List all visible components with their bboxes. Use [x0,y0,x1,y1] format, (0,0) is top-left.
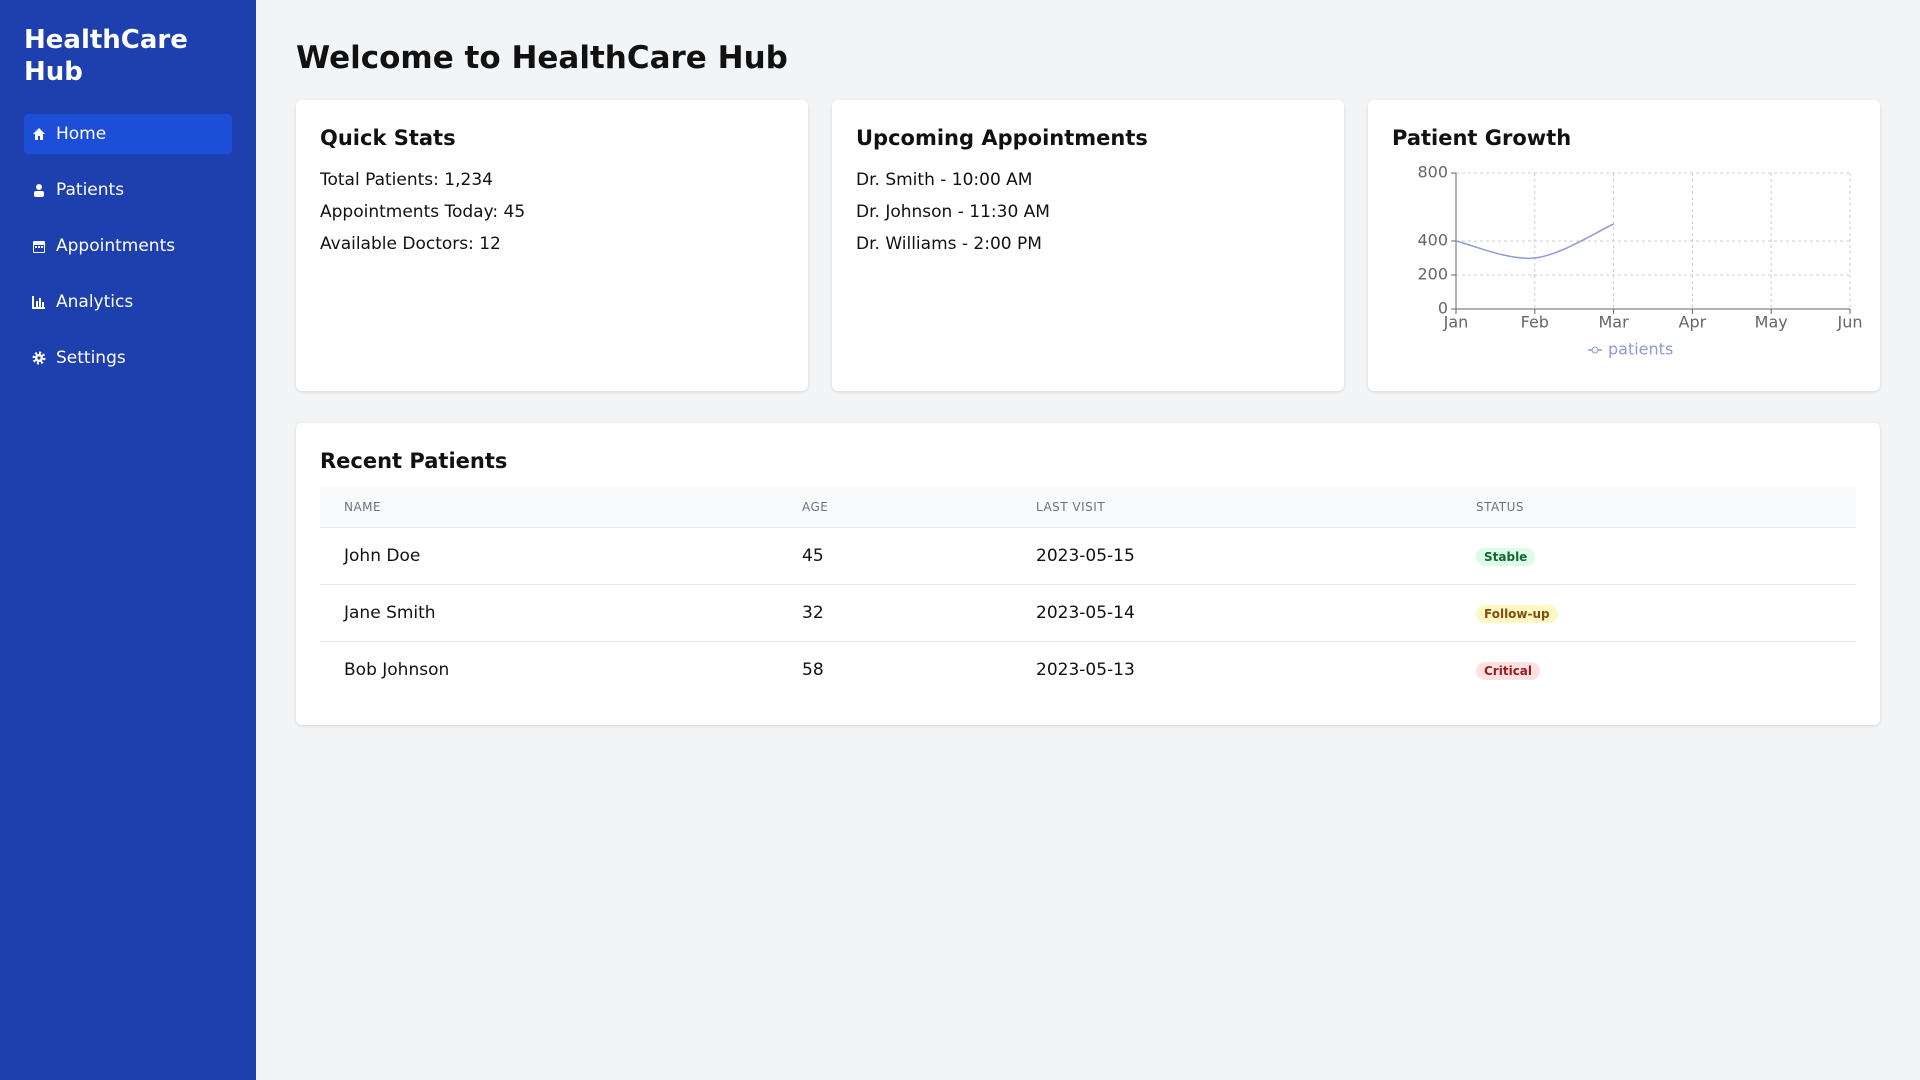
cell: Follow-up [1452,584,1856,642]
x-tick-label: Mar [1599,313,1630,332]
nav-label: Appointments [56,236,176,256]
cell: 2023-05-13 [1036,659,1135,680]
nav-item[interactable]: Patients [24,170,232,210]
main: Welcome to HealthCare Hub Quick Stats To… [296,0,1880,725]
page-title: Welcome to HealthCare Hub [296,40,788,76]
column-header: STATUS [1452,487,1856,528]
cell: 45 [778,527,1012,585]
x-tick-label: May [1755,313,1788,332]
stat: Appointments Today: 45 [320,202,526,222]
nav-label: Analytics [56,292,134,312]
appointment: Dr. Williams - 2:00 PM [856,234,1042,254]
header-row: NAME AGE LAST VISIT STATUS [320,487,1856,528]
status-badge: Stable [1476,547,1536,566]
appointment: Dr. Johnson - 11:30 AM [856,202,1050,222]
nav-item[interactable]: Settings [24,338,232,378]
stat: Available Doctors: 12 [320,234,501,254]
cell: Critical [1452,641,1856,698]
legend-marker [1591,346,1599,354]
chart-title: Patient Growth [1392,126,1572,150]
stats-card: Quick Stats Total Patients: 1,234 Appoin… [296,100,808,391]
cell: Jane Smith [320,584,778,642]
cell: Bob Johnson [344,659,450,680]
chart: 0 200 400 800 Jan Feb Mar Apr May Jun patients [1417,163,1863,359]
row: Bob Johnson 58 2023-05-13 Critical [320,641,1856,698]
appointment: Dr. Smith - 10:00 AM [856,170,1033,190]
nav-label: Patients [56,180,125,200]
y-tick-label: 800 [1417,163,1448,182]
y-tick-label: 400 [1417,231,1448,250]
row: John Doe 45 2023-05-15 Stable [320,527,1856,585]
stat: Total Patients: 1,234 [320,170,493,190]
legend-label: patients [1608,340,1673,359]
x-tick-label: Feb [1521,313,1549,332]
nav-item[interactable]: Home [24,114,232,154]
status-badge: Follow-up [1476,604,1558,623]
appointments-card: Upcoming Appointments Dr. Smith - 10:00 … [832,100,1344,391]
nav-label: Settings [56,348,126,368]
y-tick-label: 0 [1438,299,1448,318]
series-line [1455,223,1614,260]
x-tick-label: Jun [1837,313,1863,332]
x-tick-label: Apr [1679,313,1707,332]
column-header: NAME [320,487,778,528]
cell: 58 [802,659,824,680]
card-title: Recent Patients [320,449,508,473]
nav-item[interactable]: Appointments [24,226,232,266]
column-header: LAST VISIT [1012,487,1452,528]
table-card: Recent Patients NAME AGE LAST VISIT STAT… [296,423,1880,725]
patients-table: NAME AGE LAST VISIT STATUS John Doe 45 202… [320,487,1856,698]
status-badge: Critical [1476,661,1541,680]
row: Jane Smith 32 2023-05-14 Follow-up [320,584,1856,642]
cell: Stable [1452,527,1856,585]
brand: HealthCare Hub [24,25,188,87]
cell: John Doe [320,527,778,585]
cell: 2023-05-15 [1012,527,1452,585]
nav-label: Home [56,124,107,144]
sidebar: HealthCare Hub Home Patients Appointment… [0,0,256,1080]
cell: 32 [778,584,1012,642]
nav-item[interactable]: Analytics [24,282,232,322]
card-title: Quick Stats [320,126,456,150]
card-title: Upcoming Appointments [856,126,1148,150]
x-tick-label: Jan [1443,313,1469,332]
chart-card: Patient Growth 0 200 400 800 Jan Feb Mar Apr May… [1368,100,1880,391]
column-header: AGE [778,487,1012,528]
y-tick-label: 200 [1417,265,1448,284]
cell: 2023-05-14 [1012,584,1452,642]
cards: Quick Stats Total Patients: 1,234 Appoin… [296,100,1880,391]
